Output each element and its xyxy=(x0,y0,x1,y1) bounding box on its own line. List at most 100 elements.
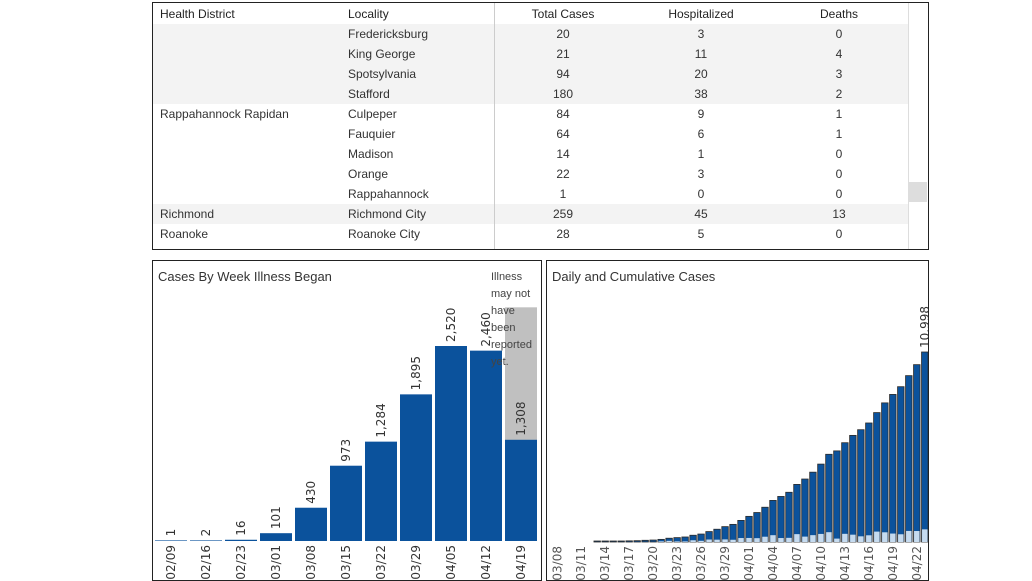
data-label: 1 xyxy=(164,529,178,537)
table-row[interactable]: Stafford 180 38 2 xyxy=(153,84,908,104)
x-tick-label: 04/16 xyxy=(862,546,876,581)
daily-bar-03/30 xyxy=(730,539,736,542)
cumulative-bar-04/22 xyxy=(913,364,921,543)
header-locality[interactable]: Locality xyxy=(348,7,389,21)
x-tick-label: 03/20 xyxy=(646,546,660,581)
x-tick-label: 02/23 xyxy=(234,545,248,580)
total-cases-cell: 1 xyxy=(559,187,567,201)
cumulative-bar-03/23 xyxy=(673,537,681,543)
bar-03/08 xyxy=(295,507,327,541)
x-tick-label: 03/22 xyxy=(374,545,388,580)
table-row[interactable]: King George 21 11 4 xyxy=(153,44,908,64)
hospitalized-cell: 9 xyxy=(697,107,705,121)
header-total-cases[interactable]: Total Cases xyxy=(531,7,595,21)
health-district-cell: Richmond xyxy=(160,207,215,221)
locality-cell: Stafford xyxy=(348,87,390,101)
cumulative-bar-04/16 xyxy=(865,422,873,543)
daily-bar-04/04 xyxy=(770,535,776,542)
table-row[interactable]: Fredericksburg 20 3 0 xyxy=(153,24,908,44)
cumulative-bar-04/08 xyxy=(801,478,809,543)
daily-bar-03/29 xyxy=(722,539,728,542)
locality-cell: King George xyxy=(348,47,416,61)
x-tick-label: 04/19 xyxy=(886,546,900,581)
daily-chart-canvas: 10,998 03/08 03/11 03/14 03/17 03/20 03/23 03/2… xyxy=(550,306,929,581)
daily-bar-04/12 xyxy=(834,538,840,542)
total-cases-cell: 94 xyxy=(556,67,570,81)
hospitalized-cell: 6 xyxy=(697,127,705,141)
table-row[interactable]: Rappahannock 1 0 0 xyxy=(153,184,908,204)
daily-bar-03/24 xyxy=(682,541,688,542)
table-row[interactable]: Roanoke Roanoke City 28 5 0 xyxy=(153,224,908,244)
data-label: 2,460 xyxy=(479,312,493,346)
cumulative-bar-04/05 xyxy=(777,496,785,543)
cumulative-bar-04/21 xyxy=(905,375,913,543)
daily-bar-03/26 xyxy=(698,540,704,542)
x-tick-label: 03/29 xyxy=(718,546,732,581)
table-row[interactable]: Spotsylvania 94 20 3 xyxy=(153,64,908,84)
header-health-district[interactable]: Health District xyxy=(160,7,235,21)
scrollbar[interactable] xyxy=(908,3,909,249)
bar-04/19 xyxy=(505,439,537,541)
deaths-cell: 0 xyxy=(835,227,843,241)
table-row[interactable]: Rappahannock Rapidan Culpeper 84 9 1 xyxy=(153,104,908,124)
deaths-cell: 0 xyxy=(835,147,843,161)
daily-bar-04/10 xyxy=(818,533,824,542)
total-cases-cell: 20 xyxy=(556,27,570,41)
x-tick-label: 03/15 xyxy=(339,545,353,580)
cumulative-bar-03/15 xyxy=(609,540,617,543)
cumulative-bar-04/15 xyxy=(857,429,865,543)
daily-bar-04/08 xyxy=(802,536,808,542)
table-row[interactable]: Richmond Richmond City 259 45 13 xyxy=(153,204,908,224)
health-district-cell: Rappahannock Rapidan xyxy=(160,107,289,121)
bar-02/23 xyxy=(225,539,257,541)
data-label: 2 xyxy=(199,529,213,537)
data-label: 16 xyxy=(234,520,248,535)
locality-cell: Roanoke City xyxy=(348,227,421,241)
daily-bar-04/02 xyxy=(754,538,760,542)
cumulative-bar-04/19 xyxy=(889,394,897,543)
daily-bar-04/22 xyxy=(914,531,920,542)
data-label: 430 xyxy=(304,481,318,504)
x-tick-label: 04/22 xyxy=(910,546,924,581)
hospitalized-cell: 45 xyxy=(694,207,708,221)
x-tick-label: 04/07 xyxy=(790,546,804,581)
daily-bar-04/06 xyxy=(786,537,792,542)
x-tick-label: 03/01 xyxy=(269,545,283,580)
locality-cell: Madison xyxy=(348,147,394,161)
x-tick-label: 04/13 xyxy=(838,546,852,581)
x-tick-label: 04/19 xyxy=(514,545,528,580)
cumulative-bar-03/20 xyxy=(649,539,657,543)
locality-cell: Rappahannock xyxy=(348,187,429,201)
daily-bar-04/21 xyxy=(906,530,912,542)
cumulative-bar-03/30 xyxy=(729,523,737,543)
daily-bar-03/27 xyxy=(706,539,712,542)
cumulative-bar-04/02 xyxy=(753,512,761,543)
cumulative-bar-04/10 xyxy=(817,463,825,543)
locality-cell: Fauquier xyxy=(348,127,396,141)
table-row[interactable]: Fauquier 64 6 1 xyxy=(153,124,908,144)
table-row[interactable]: Madison 14 1 0 xyxy=(153,144,908,164)
scrollbar-thumb[interactable] xyxy=(909,182,927,202)
total-cases-cell: 28 xyxy=(556,227,570,241)
locality-cell: Culpeper xyxy=(348,107,397,121)
x-tick-label: 03/08 xyxy=(550,546,564,581)
x-tick-label: 04/05 xyxy=(444,545,458,580)
cumulative-bar-04/14 xyxy=(849,434,857,543)
total-cases-cell: 21 xyxy=(556,47,570,61)
cumulative-bar-04/18 xyxy=(881,402,889,543)
daily-bar-04/18 xyxy=(882,532,888,542)
cumulative-bar-03/14 xyxy=(601,540,609,543)
total-cases-cell: 259 xyxy=(552,207,574,221)
table-row[interactable]: Orange 22 3 0 xyxy=(153,164,908,184)
x-tick-label: 04/12 xyxy=(479,545,493,580)
bar-03/22 xyxy=(365,441,397,541)
bar-04/05 xyxy=(435,346,467,541)
data-label: 10,998 xyxy=(918,306,929,348)
bar-03/01 xyxy=(260,533,292,541)
hospitalized-cell: 5 xyxy=(697,227,705,241)
header-deaths[interactable]: Deaths xyxy=(819,7,859,21)
bar-04/12 xyxy=(470,350,502,541)
locality-cell: Richmond City xyxy=(348,207,427,221)
header-hospitalized[interactable]: Hospitalized xyxy=(668,7,734,21)
bar-02/16 xyxy=(190,540,222,541)
